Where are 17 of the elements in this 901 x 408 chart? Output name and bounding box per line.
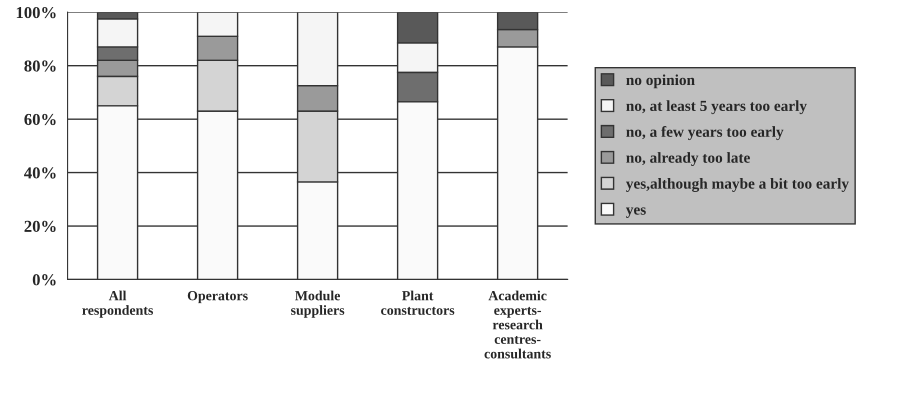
y-tick-label: 100% [16, 6, 56, 18]
x-tick-label: Academic experts- research centres- consultants [484, 290, 551, 358]
legend-label: no opinion [626, 74, 695, 88]
legend-label: yes [626, 207, 646, 218]
x-tick-label: Operators [188, 291, 248, 304]
y-tick-label: 80% [24, 60, 56, 72]
legend-label: no, a few years too early [626, 126, 784, 140]
x-tick-label: Plant constructors [381, 290, 454, 315]
y-tick-label: 60% [24, 114, 56, 126]
x-tick-label: Module suppliers [291, 290, 344, 318]
legend-label: no, at least 5 years too early [626, 100, 807, 114]
legend-label: yes,although maybe a bit too early [626, 178, 849, 192]
y-tick-label: 40% [24, 167, 56, 179]
legend-label: no, already too late [626, 152, 750, 166]
y-tick-label: 0% [32, 274, 56, 286]
x-tick-label: All respondents [82, 290, 154, 318]
y-tick-label: 20% [24, 220, 56, 232]
